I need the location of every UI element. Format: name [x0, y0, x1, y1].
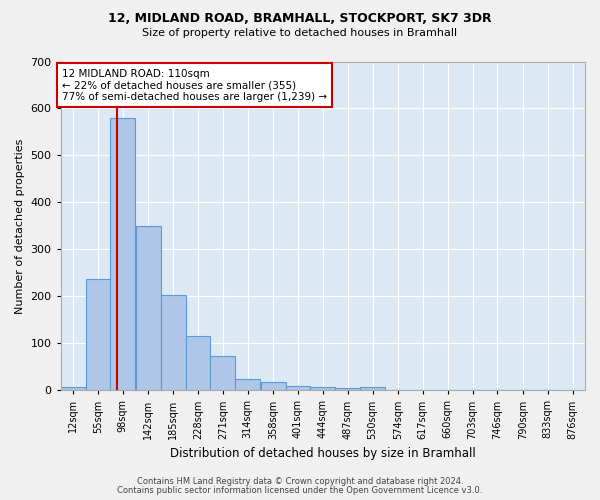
Text: Contains public sector information licensed under the Open Government Licence v3: Contains public sector information licen… [118, 486, 482, 495]
Bar [211, 356, 235, 390]
Bar [286, 386, 310, 390]
Text: Size of property relative to detached houses in Bramhall: Size of property relative to detached ho… [142, 28, 458, 38]
Bar [161, 295, 185, 390]
Bar [110, 118, 135, 390]
Bar [235, 378, 260, 390]
Bar [61, 387, 86, 390]
Text: Contains HM Land Registry data © Crown copyright and database right 2024.: Contains HM Land Registry data © Crown c… [137, 477, 463, 486]
Text: 12, MIDLAND ROAD, BRAMHALL, STOCKPORT, SK7 3DR: 12, MIDLAND ROAD, BRAMHALL, STOCKPORT, S… [108, 12, 492, 26]
Bar [136, 226, 161, 390]
Bar [360, 386, 385, 390]
Bar [335, 388, 360, 390]
Bar [86, 279, 110, 390]
Bar [185, 336, 211, 390]
Bar [261, 382, 286, 390]
Text: 12 MIDLAND ROAD: 110sqm
← 22% of detached houses are smaller (355)
77% of semi-d: 12 MIDLAND ROAD: 110sqm ← 22% of detache… [62, 68, 327, 102]
Y-axis label: Number of detached properties: Number of detached properties [15, 138, 25, 314]
X-axis label: Distribution of detached houses by size in Bramhall: Distribution of detached houses by size … [170, 447, 476, 460]
Bar [310, 388, 335, 390]
